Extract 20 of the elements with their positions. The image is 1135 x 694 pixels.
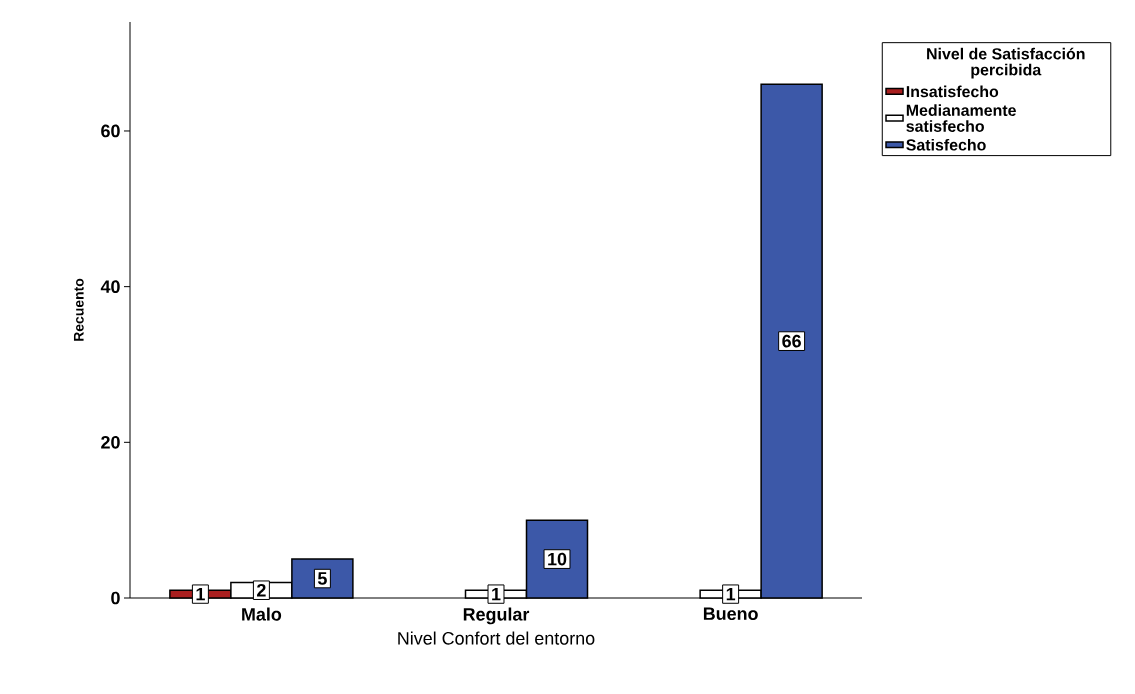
- x-tick-label: Bueno: [703, 607, 758, 621]
- y-tick-label: 20: [101, 435, 120, 449]
- y-axis-title: Recuento: [73, 278, 84, 341]
- data-label: 66: [782, 334, 801, 348]
- y-tick-label: 0: [111, 591, 120, 605]
- legend-label: Satisfecho: [906, 138, 986, 151]
- data-label: 10: [548, 552, 567, 566]
- data-label: 1: [726, 587, 736, 601]
- data-label: 1: [492, 587, 501, 601]
- legend-title: Nivel de Satisfacción percibida: [927, 47, 1085, 79]
- x-tick-label: Malo: [242, 607, 282, 621]
- data-label: 2: [257, 583, 266, 597]
- y-tick-label: 40: [100, 280, 120, 293]
- y-tick-label: 60: [101, 124, 120, 138]
- data-label: 5: [317, 572, 327, 585]
- data-label: 1: [196, 587, 205, 601]
- legend-label: Medianamente satisfecho: [906, 104, 1016, 132]
- x-tick-label: Regular: [463, 607, 530, 625]
- x-axis-title: Nivel Confort del entorno: [398, 631, 595, 645]
- legend-label: Insatisfecho: [906, 85, 999, 98]
